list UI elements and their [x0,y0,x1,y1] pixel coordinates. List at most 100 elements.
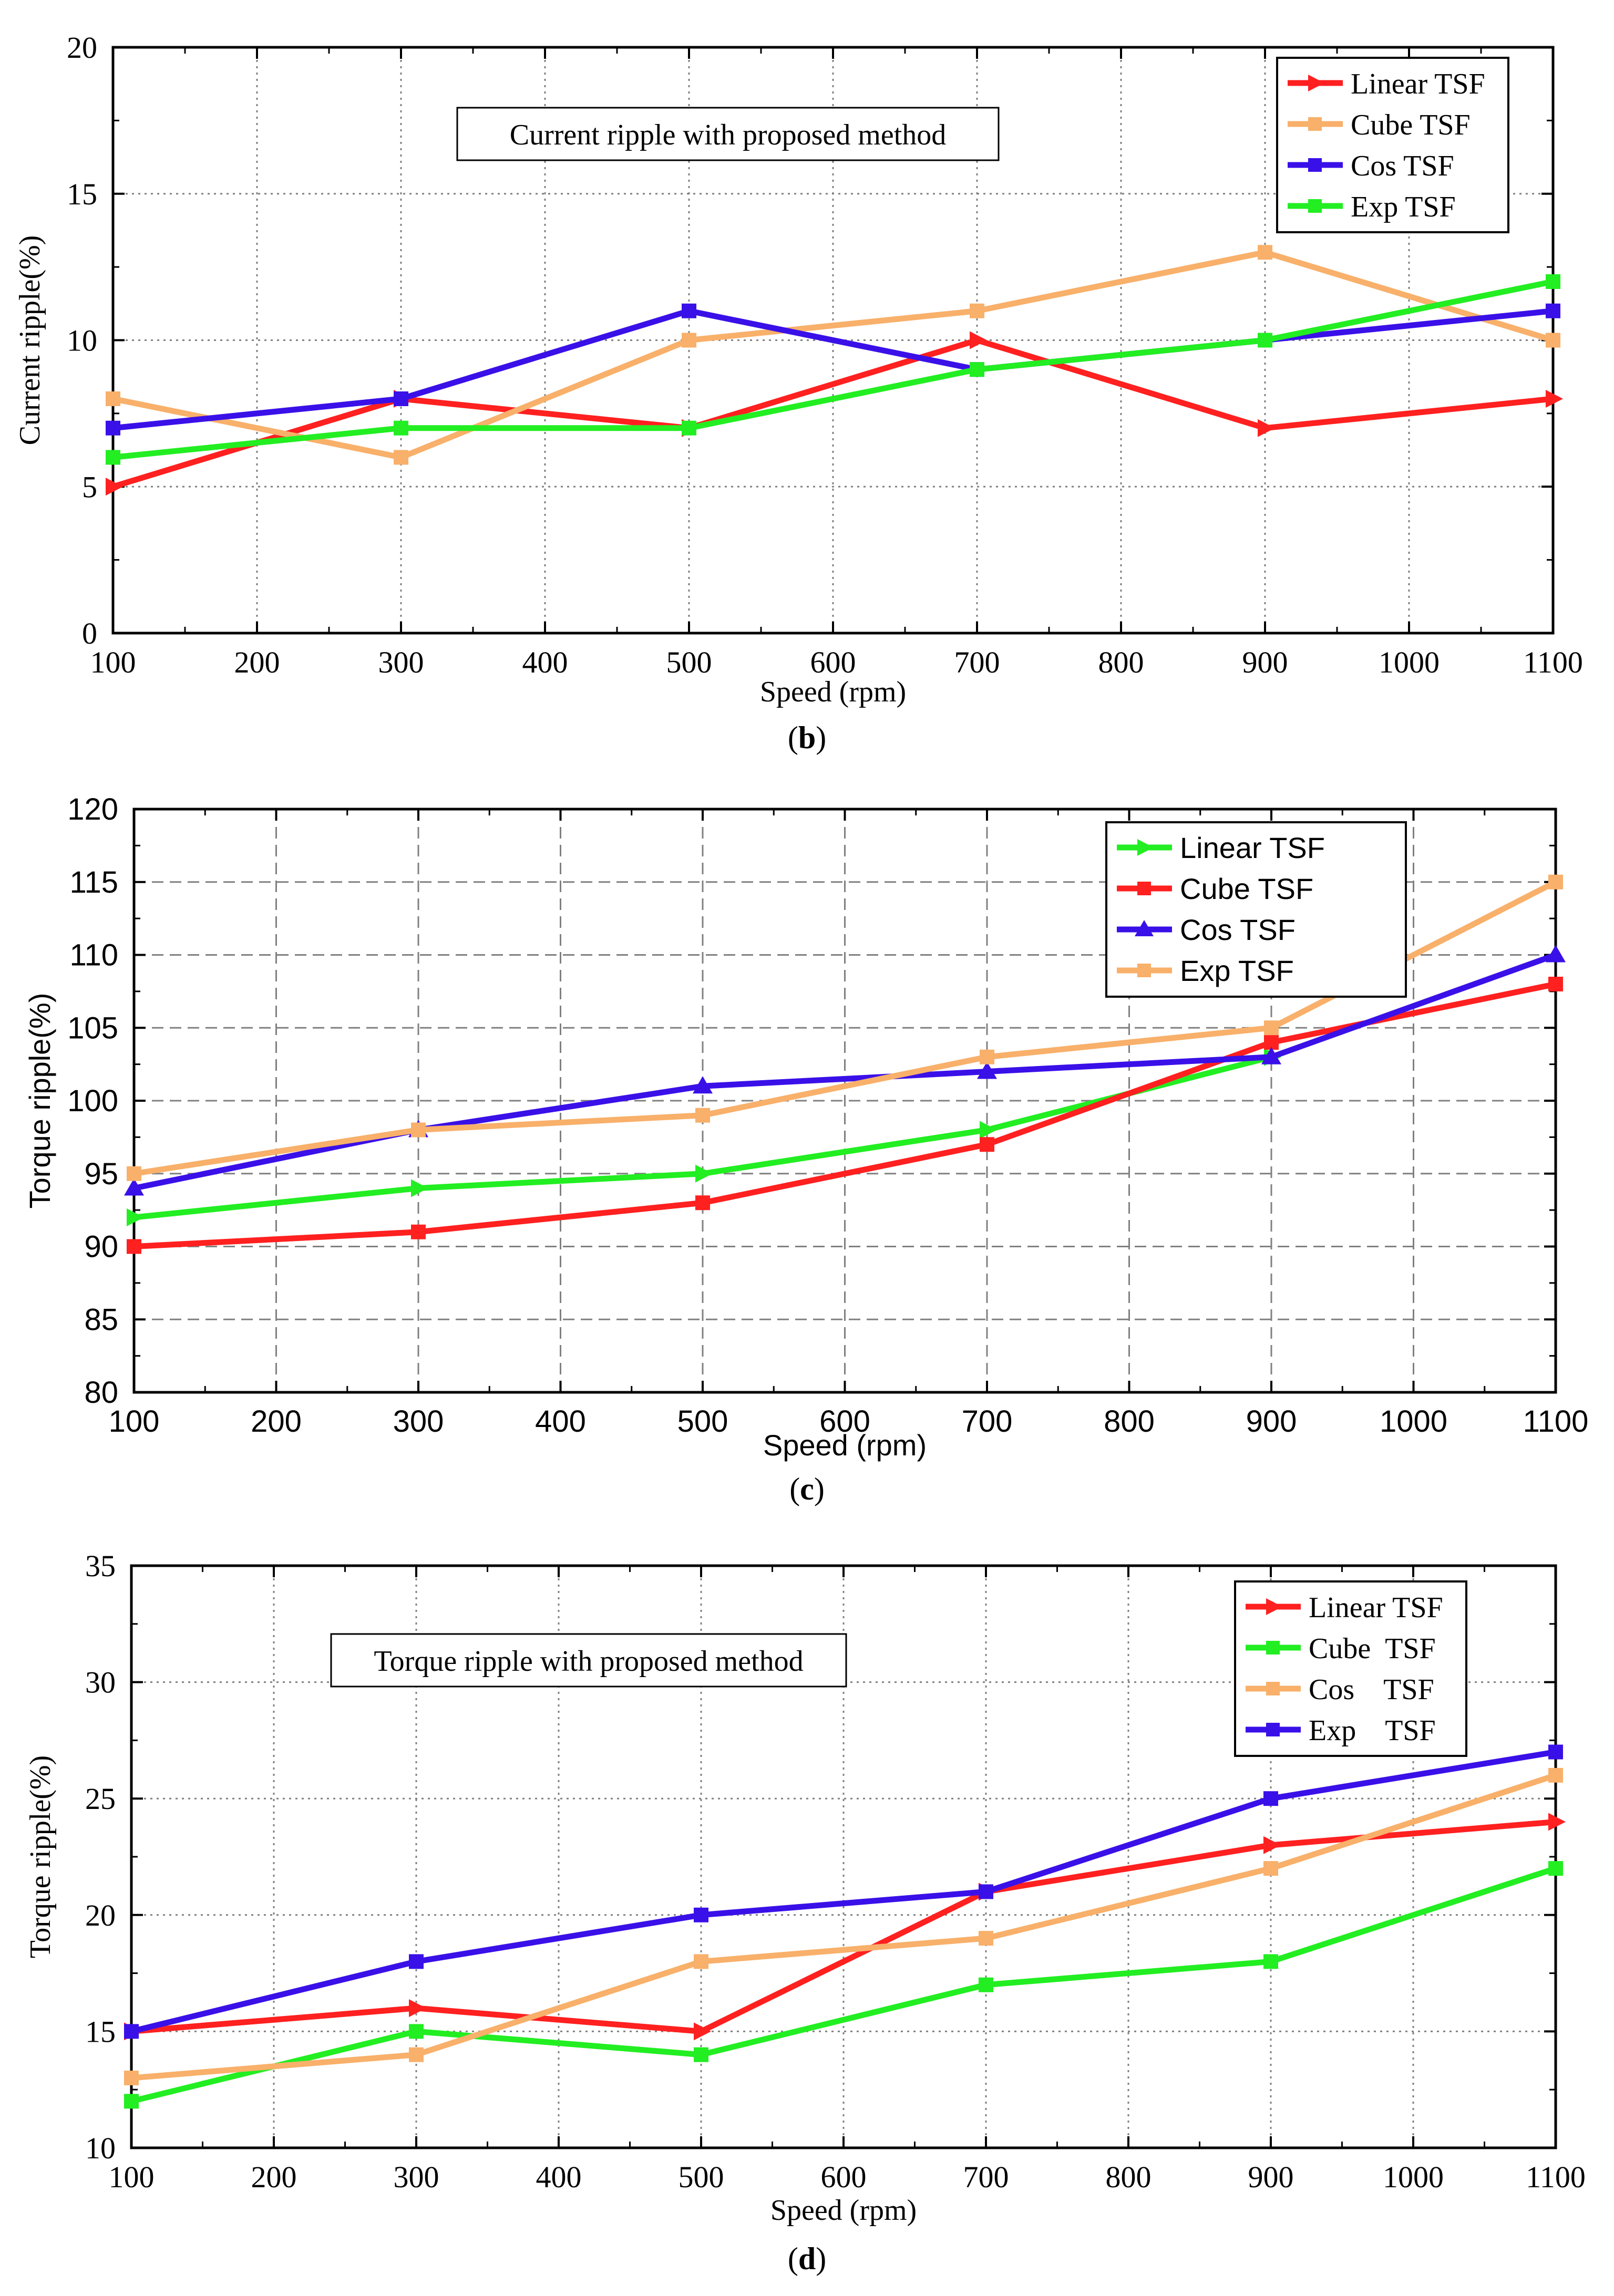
data-point [1137,839,1154,856]
chart-panel-b: 100 200 300 400 500 600 700 800 900 1000 1100 0 5 10 1… [0,0,1614,767]
series-exp-tsf [124,1744,1563,2039]
x-tick-label: 900 [1242,645,1288,679]
series-line [130,1865,1557,2104]
x-tick-label: 400 [536,2160,582,2194]
legend-label: Exp TSF [1180,954,1294,987]
data-point [1308,158,1322,172]
annotation-text: Torque ripple with proposed method [374,1645,803,1678]
series-line [133,879,1557,1177]
data-point [1258,419,1275,437]
x-tick-label: 700 [963,2160,1009,2194]
x-tick-label: 900 [1248,2160,1294,2194]
y-tick-label: 10 [67,324,97,358]
y-tick-label: 0 [82,616,97,650]
data-point [1266,1682,1280,1695]
x-axis-label: Speed (rpm) [770,2194,917,2227]
data-point [970,331,987,349]
x-tick-label: 400 [535,1404,586,1439]
data-point [411,1179,428,1197]
series-exp-tsf [106,274,1560,465]
series-line [112,278,1554,460]
x-tick-label: 600 [810,645,856,679]
legend-b: Linear TSF Cube TSF Cos TSF Exp TSF [1276,57,1509,233]
y-tick-label: 120 [67,792,118,826]
x-tick-label: 800 [1104,1404,1155,1439]
data-point [124,2024,139,2039]
x-tick-label: 200 [251,2160,297,2194]
y-tick-label: 30 [85,1666,116,1700]
series-line [133,981,1557,1249]
data-point [124,2094,139,2109]
x-tick-label: 100 [90,645,136,679]
data-point [127,1208,144,1226]
data-point [1308,75,1324,91]
data-point [970,303,984,318]
data-point [1546,945,1566,963]
annotation-text: Current ripple with proposed method [510,119,947,151]
data-point [127,1239,141,1254]
x-tick-label: 500 [679,2160,724,2194]
x-tick-label: 600 [821,2160,867,2194]
y-tick-label: 5 [82,470,97,504]
series-line [112,337,1554,490]
data-point [979,1977,993,1992]
data-point [1263,1791,1278,1806]
data-point [1263,1954,1278,1969]
data-point [411,1122,426,1137]
data-point [106,420,120,436]
data-point [394,450,408,465]
x-tick-label: 100 [109,2160,155,2194]
data-point [1546,390,1563,408]
data-point [124,1178,144,1196]
data-point [1263,1861,1278,1876]
data-point [1266,1641,1280,1654]
data-point [682,303,696,318]
caption-d: (d) [787,2241,827,2276]
series-line [131,1772,1557,2081]
series-cube-tsf [106,245,1560,465]
data-point [695,1195,710,1211]
data-point [1548,1813,1566,1831]
plot-frame [132,808,1557,1394]
legend-label: Exp TSF [1351,191,1456,223]
series-cube-tsf [124,1861,1563,2109]
x-tick-label: 1000 [1383,2160,1444,2194]
y-tick-label: 25 [85,1782,116,1816]
x-tick-label: 1100 [1523,1404,1589,1439]
data-point [1258,245,1272,260]
chart-panel-c: 100 200 300 400 500 600 700 800 900 1000 1100 80 85 9… [0,767,1614,1534]
x-tick-label: 700 [954,645,1000,679]
y-tick-label: 20 [67,30,97,65]
data-point [1308,199,1322,213]
y-tick-label: 105 [67,1011,118,1045]
y-tick-label: 110 [70,938,118,973]
x-tick-label: 900 [1246,1404,1297,1439]
chart-panel-d: 100 200 300 400 500 600 700 800 900 1000 1100 10 15 2… [0,1534,1614,2296]
data-point [694,1907,708,1922]
annotation-box [330,1633,847,1688]
data-point [695,1164,713,1183]
x-tick-label: 300 [394,2160,439,2194]
data-point [980,1137,994,1152]
data-point [1258,333,1272,348]
series-line [131,1819,1556,2034]
data-point [1546,333,1560,348]
data-point [409,1954,424,1969]
data-point [1548,1767,1563,1783]
data-point [1137,882,1151,895]
data-point [409,2024,424,2039]
x-tick-label: 1100 [1526,2160,1586,2194]
data-point [695,1108,710,1123]
y-tick-label: 15 [67,177,97,211]
data-point [1546,274,1560,289]
data-point [1264,1020,1279,1036]
data-point [127,1166,141,1181]
annotation-box [456,107,1000,161]
data-point [1308,117,1322,131]
legend-d: Linear TSF Cube TSF Cos TSF Exp TSF [1234,1580,1467,1757]
x-tick-label: 500 [666,645,712,679]
legend-label: Linear TSF [1180,831,1325,864]
y-tick-label: 15 [85,2014,116,2049]
data-point [1548,977,1563,991]
